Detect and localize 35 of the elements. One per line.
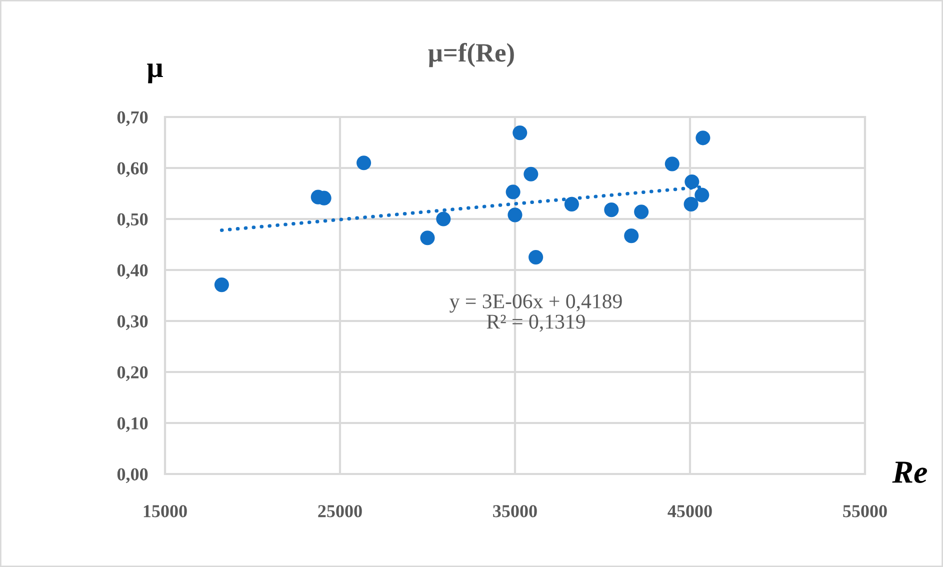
point [214,278,229,292]
x-tick-label: 35000 [493,505,537,518]
point [508,208,522,222]
point [684,196,698,212]
x-tick-label: 45000 [668,505,712,518]
y-axis-title: μ [147,64,163,84]
x-axis-title: Re [892,462,928,483]
x-tick-label: 25000 [318,505,362,518]
point [664,156,680,172]
x-tick-label: 15000 [144,505,187,518]
x-tick-label: 55000 [843,505,887,518]
point [564,196,579,212]
annotation: y = 3E-06x + 0,4189 R² = 0,1319 [450,294,622,332]
point [420,230,435,246]
point [684,174,700,190]
chart-title: μ=f(Re) [428,42,514,68]
point [524,166,538,182]
point [512,126,528,140]
y-tick-label: 0,30 [117,315,148,330]
point [436,212,451,226]
point [528,250,544,265]
y-tick-label: 0,20 [117,366,148,382]
y-tick-label: 0,60 [117,162,148,178]
point [356,156,372,170]
point [624,228,639,244]
point [694,188,710,202]
point [634,204,649,220]
y-tick-label: 0,00 [117,468,148,484]
y-tick-label: 0,70 [117,111,148,126]
point [696,130,710,146]
y-tick-label: 0,50 [117,213,148,228]
y-tick-label: 0,40 [117,264,148,280]
y-tick-label: 0,10 [117,417,148,432]
point [506,184,520,200]
point [604,202,619,218]
